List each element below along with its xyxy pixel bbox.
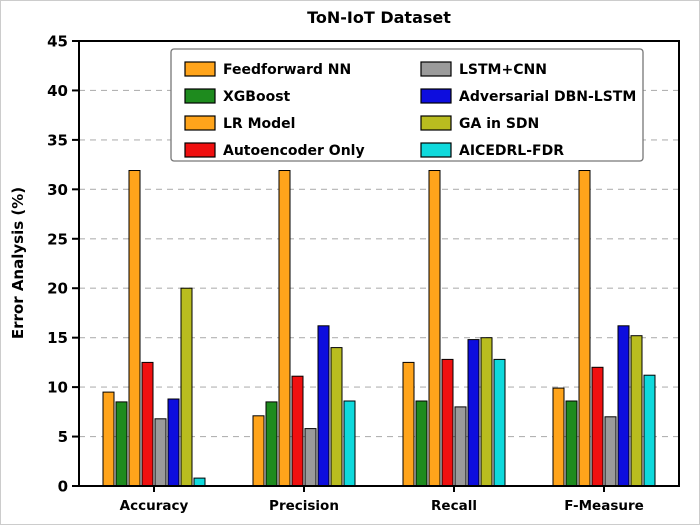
bar-lstm-cnn-f-measure <box>604 416 617 487</box>
bar-ga-in-sdn-precision <box>330 347 343 487</box>
y-tick-label-5: 5 <box>58 428 68 446</box>
legend-swatch-lr-model <box>184 115 216 131</box>
bar-feedforward-nn-precision <box>252 415 265 487</box>
y-tick-label-20: 20 <box>47 280 68 298</box>
y-tick-label-10: 10 <box>47 379 68 397</box>
bar-adversarial-dbn-lstm-precision <box>317 325 330 487</box>
bar-autoencoder-only-f-measure <box>591 366 604 487</box>
bar-feedforward-nn-accuracy <box>102 391 115 487</box>
x-tick-label-recall: Recall <box>431 498 477 514</box>
x-tick-label-precision: Precision <box>269 498 339 514</box>
bar-autoencoder-only-accuracy <box>141 361 154 487</box>
legend-label-aicedrl-fdr: AICEDRL-FDR <box>459 143 564 159</box>
bar-lstm-cnn-recall <box>454 406 467 487</box>
bar-feedforward-nn-recall <box>402 361 415 487</box>
legend-label-lr-model: LR Model <box>223 116 295 132</box>
y-tick-label-45: 45 <box>47 33 68 51</box>
bar-aicedrl-fdr-recall <box>493 358 506 487</box>
plot-border <box>78 40 680 487</box>
legend-swatch-ga-in-sdn <box>420 115 452 131</box>
x-tick-label-accuracy: Accuracy <box>120 498 189 514</box>
y-tick-label-35: 35 <box>47 131 68 149</box>
bar-adversarial-dbn-lstm-accuracy <box>167 398 180 487</box>
y-tick-label-0: 0 <box>58 478 68 496</box>
bar-adversarial-dbn-lstm-recall <box>467 339 480 487</box>
legend-swatch-autoencoder-only <box>184 142 216 158</box>
y-tick-label-40: 40 <box>47 82 68 100</box>
y-tick-label-15: 15 <box>47 329 68 347</box>
bar-xgboost-accuracy <box>115 401 128 487</box>
legend-swatch-feedforward-nn <box>184 61 216 77</box>
bar-ga-in-sdn-f-measure <box>630 335 643 487</box>
bar-autoencoder-only-precision <box>291 375 304 487</box>
bar-feedforward-nn-f-measure <box>552 387 565 487</box>
chart-title: ToN-IoT Dataset <box>307 8 451 27</box>
legend-label-autoencoder-only: Autoencoder Only <box>223 143 365 159</box>
legend-swatch-adversarial-dbn-lstm <box>420 88 452 104</box>
bar-xgboost-f-measure <box>565 400 578 487</box>
bar-lr-model-accuracy <box>128 170 141 487</box>
legend-swatch-lstm-cnn <box>420 61 452 77</box>
legend-label-adversarial-dbn-lstm: Adversarial DBN-LSTM <box>459 89 636 105</box>
legend-label-xgboost: XGBoost <box>223 89 291 105</box>
legend-swatch-xgboost <box>184 88 216 104</box>
bar-xgboost-precision <box>265 401 278 487</box>
bar-lstm-cnn-precision <box>304 428 317 487</box>
bar-lr-model-f-measure <box>578 170 591 487</box>
legend-box <box>170 48 644 162</box>
bar-lstm-cnn-accuracy <box>154 418 167 487</box>
legend-label-lstm-cnn: LSTM+CNN <box>459 62 547 78</box>
bar-aicedrl-fdr-precision <box>343 400 356 487</box>
bar-ga-in-sdn-recall <box>480 337 493 487</box>
bar-lr-model-precision <box>278 170 291 487</box>
legend-swatch-aicedrl-fdr <box>420 142 452 158</box>
bar-adversarial-dbn-lstm-f-measure <box>617 325 630 487</box>
bar-xgboost-recall <box>415 400 428 487</box>
bar-aicedrl-fdr-f-measure <box>643 374 656 487</box>
bar-lr-model-recall <box>428 170 441 487</box>
bar-aicedrl-fdr-accuracy <box>193 477 206 487</box>
bar-ga-in-sdn-accuracy <box>180 287 193 487</box>
legend-label-ga-in-sdn: GA in SDN <box>459 116 539 132</box>
y-tick-label-25: 25 <box>47 230 68 248</box>
legend-label-feedforward-nn: Feedforward NN <box>223 62 351 78</box>
y-tick-label-30: 30 <box>47 181 68 199</box>
x-tick-label-f-measure: F-Measure <box>564 498 644 514</box>
bar-autoencoder-only-recall <box>441 358 454 487</box>
